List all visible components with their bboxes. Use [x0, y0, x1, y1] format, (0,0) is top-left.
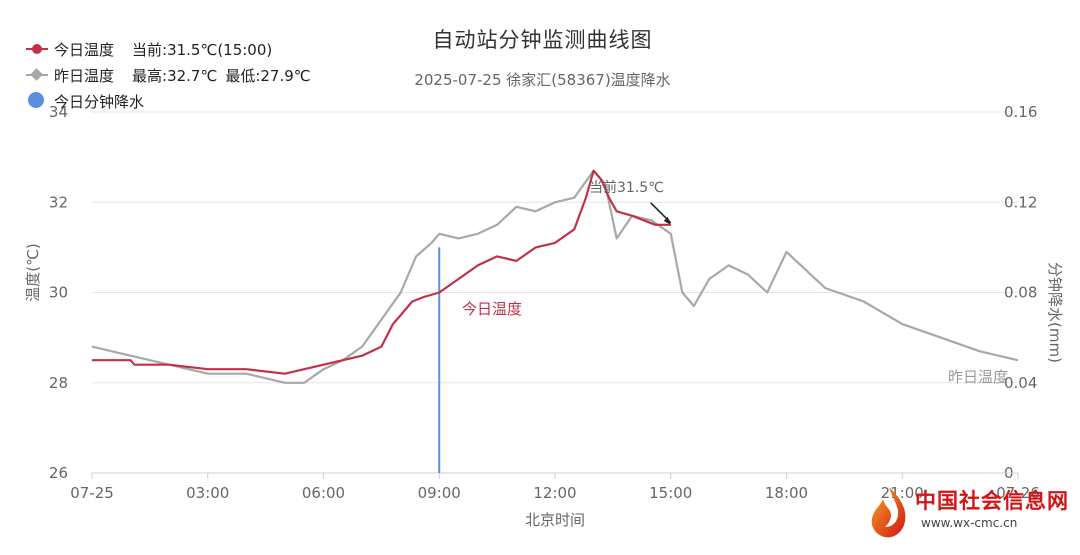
legend-label-today: 今日温度	[54, 40, 115, 59]
current-value-label: 当前31.5℃	[589, 179, 664, 196]
legend-item-precip[interactable]: 今日分钟降水	[24, 88, 319, 114]
series-line-today	[92, 169, 671, 375]
x-tick-label: 12:00	[533, 484, 576, 502]
chart-title: 自动站分钟监测曲线图	[432, 28, 653, 52]
y-tick-label: 26	[49, 464, 68, 482]
watermark: 中国社会信息网 www.wx-cmc.cn	[865, 483, 1070, 543]
legend-max: 最高:32.7℃	[132, 66, 218, 85]
y2-tick-label: 0.16	[1004, 103, 1037, 121]
series-line-yesterday	[91, 169, 1019, 384]
y-axis-title: 温度(℃)	[24, 243, 42, 302]
y2-tick-label: 0.08	[1004, 284, 1037, 302]
x-tick-label: 09:00	[418, 484, 461, 502]
y-tick-label: 30	[49, 284, 68, 302]
circle-line-marker-icon	[24, 42, 50, 56]
diamond-line-marker-icon	[24, 68, 50, 82]
current-pointer-arrow	[663, 216, 671, 225]
x-tick-label: 18:00	[765, 484, 808, 502]
legend-label-yesterday: 昨日温度	[54, 66, 115, 85]
x-tick-label: 07-25	[70, 484, 114, 502]
legend-item-yesterday[interactable]: 昨日温度 最高:32.7℃ 最低:27.9℃	[24, 62, 319, 88]
series-label-yesterday: 昨日温度	[948, 368, 1008, 386]
x-tick-label: 03:00	[186, 484, 229, 502]
precipitation-bars	[438, 247, 441, 473]
y2-axis-title: 分钟降水(mm)	[1046, 262, 1064, 363]
y-tick-label: 28	[49, 374, 68, 392]
x-tick-label: 15:00	[649, 484, 692, 502]
legend-item-today[interactable]: 今日温度 当前:31.5℃(15:00)	[24, 36, 319, 62]
series-label-today: 今日温度	[462, 300, 522, 318]
precipitation-bar	[438, 247, 441, 473]
y-tick-label: 34	[49, 103, 68, 121]
legend-label-precip: 今日分钟降水	[54, 92, 145, 111]
grid-lines	[92, 111, 1018, 384]
blue-dot-icon	[24, 92, 50, 108]
x-tick-label: 06:00	[302, 484, 345, 502]
y2-tick-label: 0.12	[1004, 193, 1037, 211]
series-lines	[91, 169, 1019, 384]
legend: 今日温度 当前:31.5℃(15:00) 昨日温度 最高:32.7℃ 最低:27…	[24, 36, 319, 114]
legend-current: 当前:31.5℃(15:00)	[132, 40, 273, 59]
y-tick-label: 32	[49, 193, 68, 211]
y2-tick-label: 0.04	[1004, 374, 1037, 392]
legend-min: 最低:27.9℃	[225, 66, 311, 85]
watermark-name: 中国社会信息网	[915, 489, 1069, 513]
x-tick-label: 07-26	[996, 484, 1040, 502]
flame-logo-icon	[871, 487, 906, 538]
x-tick-label: 21:00	[881, 484, 924, 502]
watermark-url: www.wx-cmc.cn	[921, 516, 1018, 530]
chart-subtitle: 2025-07-25 徐家汇(58367)温度降水	[414, 71, 671, 89]
x-axis-title: 北京时间	[525, 511, 585, 529]
